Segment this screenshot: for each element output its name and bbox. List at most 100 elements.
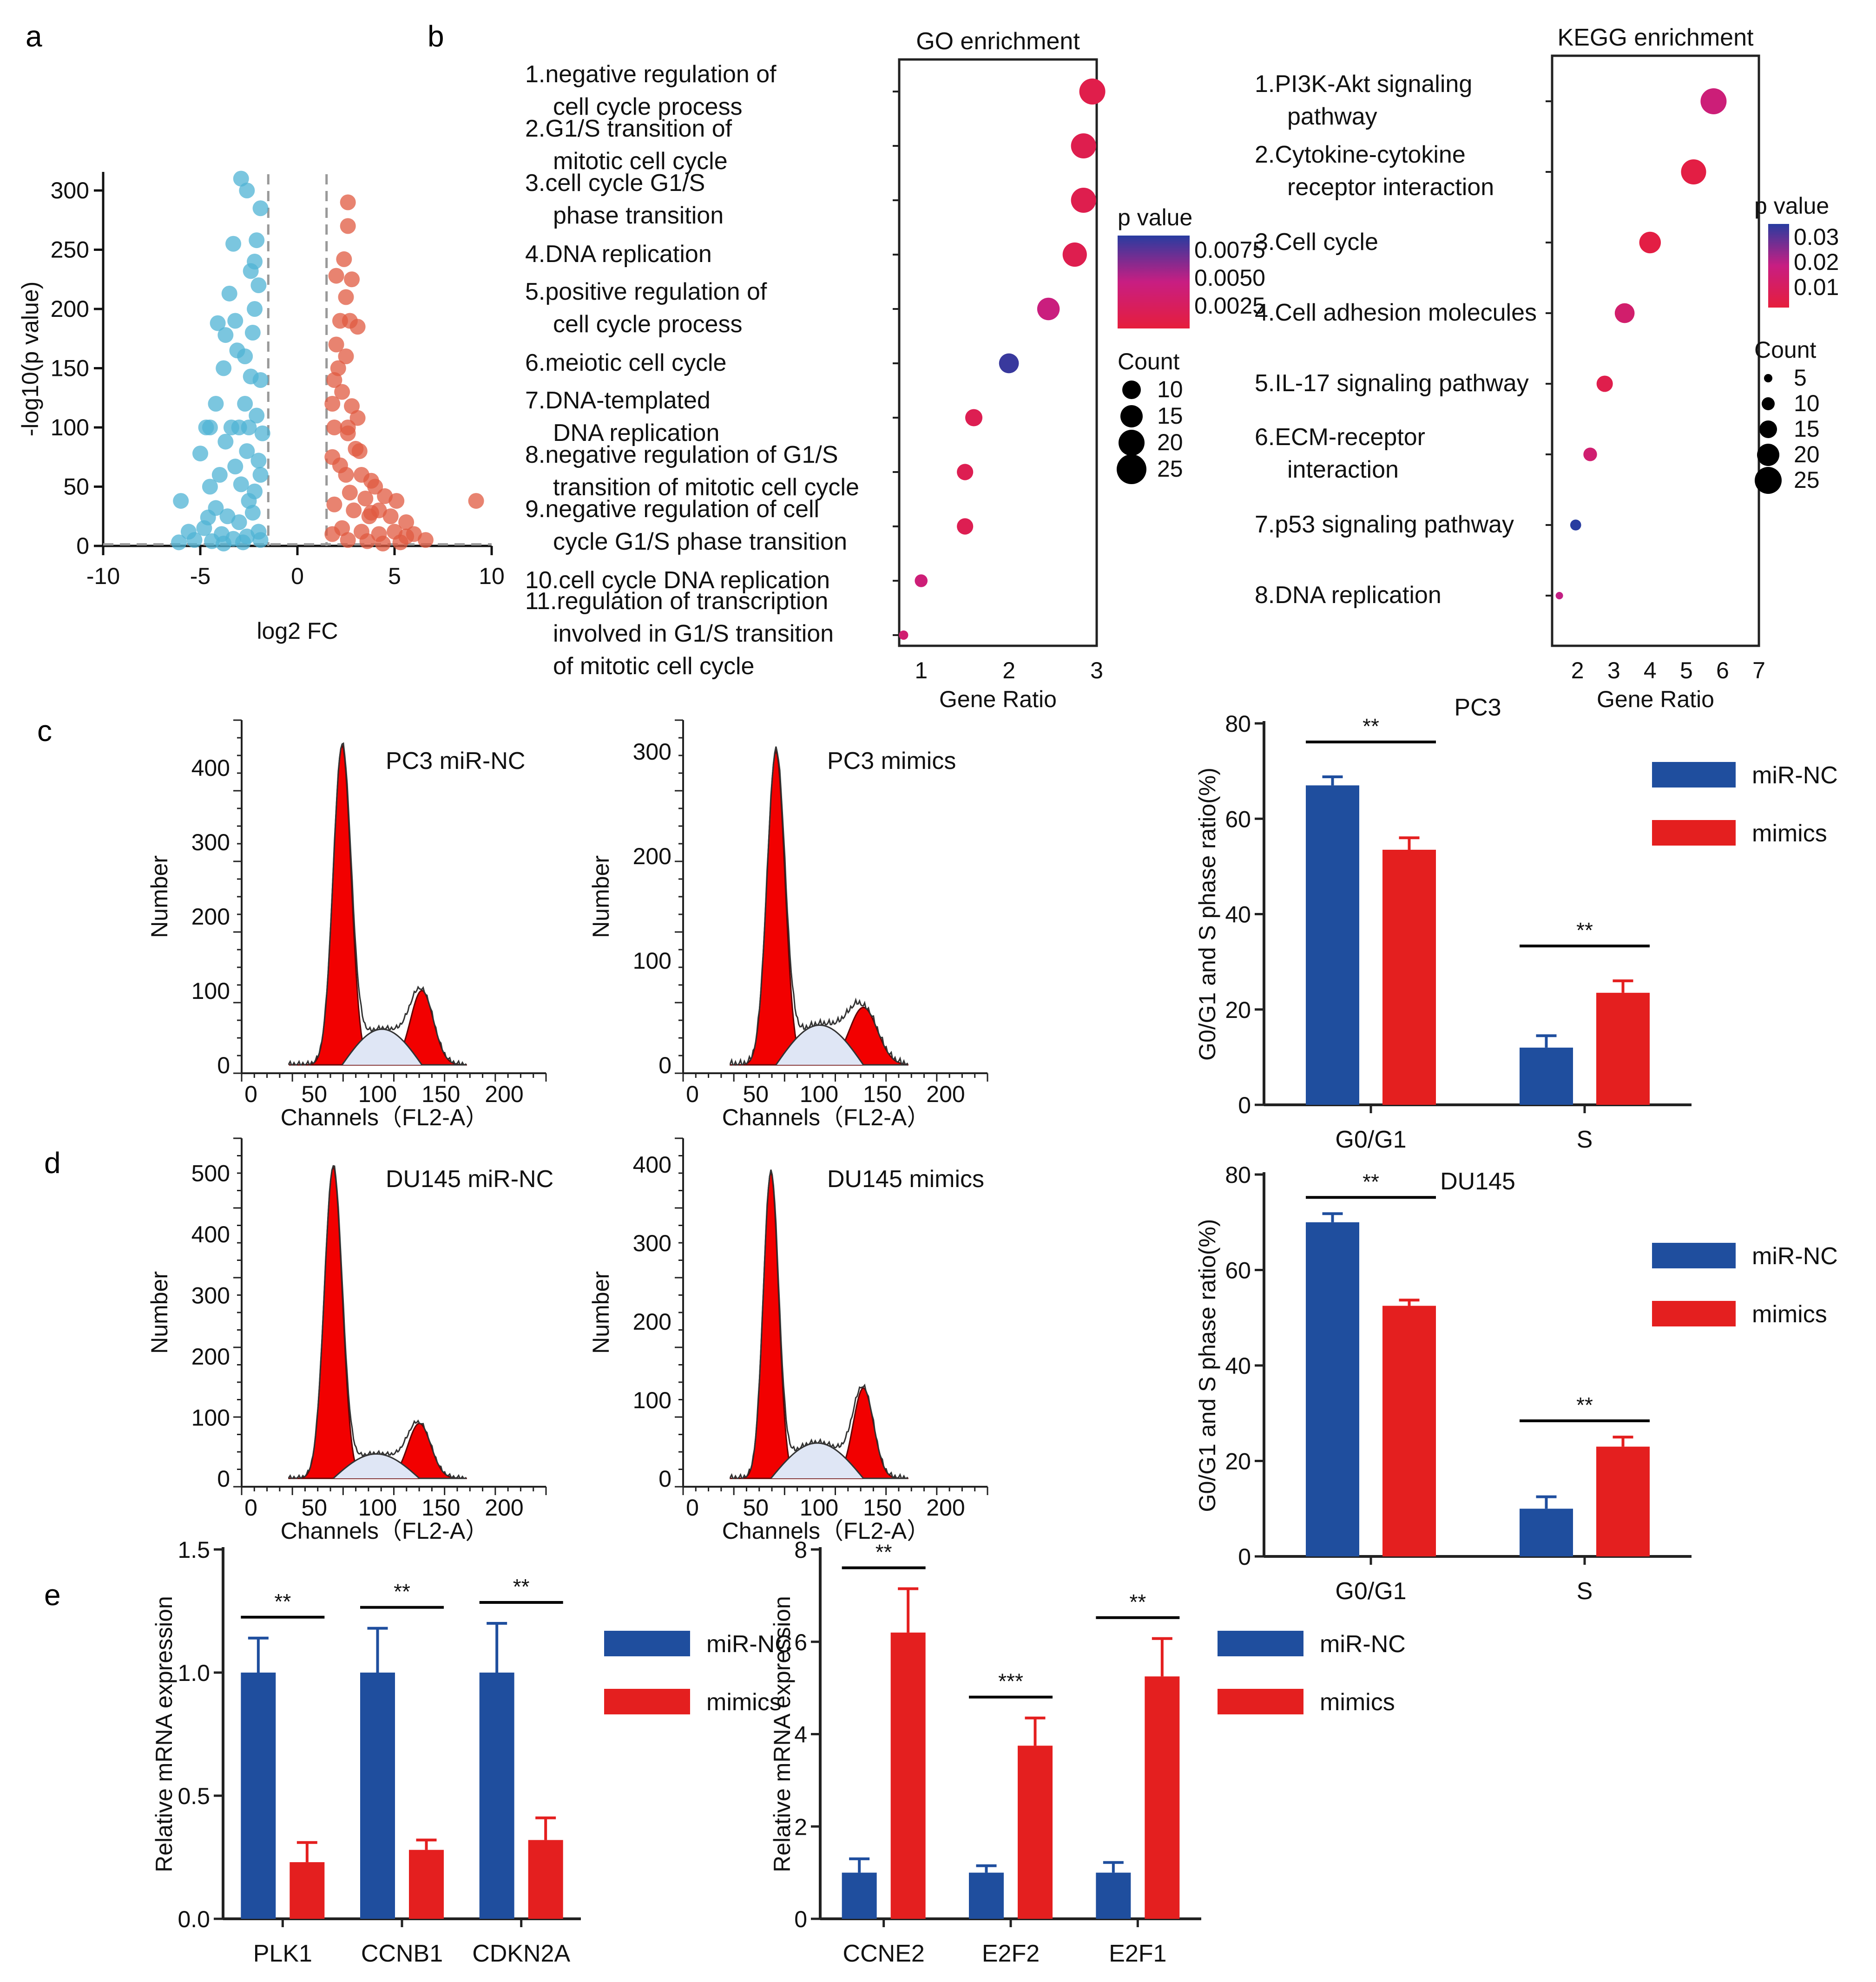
- hist_du145_nc-y-tick-label: 0: [217, 1466, 230, 1492]
- panel-letter-a: a: [26, 20, 42, 53]
- volcano-x-tick-label: -5: [190, 563, 211, 589]
- hist_du145_nc-y-tick-label: 400: [191, 1221, 230, 1247]
- hist_pc3_mimics-x-tick-label: 0: [686, 1081, 699, 1107]
- go-legend-count-label: 20: [1157, 429, 1183, 455]
- volcano-point-down: [217, 327, 234, 343]
- volcano-point-down: [235, 534, 251, 551]
- go-bubble: [1037, 297, 1060, 321]
- volcano-point-down: [225, 236, 242, 252]
- hist_du145_mimics-y-label: Number: [588, 1271, 614, 1354]
- kegg-legend-count-label: 20: [1794, 441, 1820, 467]
- volcano-point-up: [342, 485, 358, 501]
- volcano-point-down: [254, 425, 270, 441]
- go-term-label: 11.regulation of transcription: [525, 588, 828, 615]
- bar_mrna1-legend-label: miR-NC: [706, 1631, 792, 1658]
- hist_du145_nc-y-tick-label: 100: [191, 1405, 230, 1431]
- hist_du145_mimics-y-tick-label: 200: [633, 1309, 671, 1335]
- bar_pc3-bar-miR-NC: [1520, 1047, 1573, 1105]
- hist_du145_mimics-y-tick-label: 400: [633, 1152, 671, 1178]
- volcano-point-down: [241, 493, 257, 509]
- volcano-point-up: [340, 218, 356, 234]
- bar_pc3-y-tick-label: 60: [1225, 806, 1251, 832]
- hist_pc3_nc-y-tick-label: 100: [191, 978, 230, 1004]
- go-bubble: [1071, 133, 1096, 159]
- volcano-point-down: [247, 254, 263, 269]
- kegg-term-label: 7.p53 signaling pathway: [1255, 511, 1514, 538]
- kegg-term-label: 4.Cell adhesion molecules: [1255, 299, 1537, 326]
- bar_pc3-category-label: G0/G1: [1335, 1126, 1406, 1153]
- bar_du145-bar-mimics: [1382, 1306, 1436, 1556]
- bar_mrna2-sig-label: **: [875, 1540, 892, 1564]
- go-term-label: involved in G1/S transition: [553, 620, 834, 647]
- volcano-point-up: [417, 532, 434, 548]
- go-bubble: [1079, 79, 1106, 105]
- bar_du145-y-label: G0/G1 and S phase ratio(%): [1194, 1219, 1220, 1512]
- volcano-y-tick-label: 100: [51, 414, 89, 440]
- volcano-y-tick-label: 150: [51, 355, 89, 381]
- volcano-point-down: [244, 325, 261, 341]
- volcano-x-tick-label: 0: [291, 563, 304, 589]
- go-term-label: 10.cell cycle DNA replication: [525, 567, 830, 594]
- hist_pc3_mimics-s-phase: [775, 1024, 908, 1066]
- go-bubble: [1062, 242, 1087, 267]
- bar_mrna2-legend-label: miR-NC: [1320, 1631, 1406, 1658]
- bar_mrna1-y-tick-label: 0.5: [178, 1783, 210, 1809]
- volcano-point-up: [326, 420, 342, 435]
- hist_pc3_mimics-envelope: [730, 746, 908, 1066]
- volcano-point-down: [249, 232, 265, 249]
- volcano-point-down: [210, 315, 226, 331]
- hist_du145_mimics-x-tick-label: 0: [686, 1495, 699, 1521]
- hist_pc3_nc-sample-label: PC3 miR-NC: [386, 748, 525, 774]
- volcano-point-down: [233, 476, 249, 492]
- bar_mrna1-bar-mimics: [409, 1850, 444, 1919]
- kegg-term-label: pathway: [1287, 103, 1377, 130]
- go-bubble: [899, 630, 908, 640]
- bar_mrna2-category-label: CCNE2: [843, 1940, 925, 1967]
- bar_mrna1-category-label: CCNB1: [361, 1940, 443, 1967]
- volcano-point-down: [231, 514, 247, 530]
- hist_pc3_nc-x-tick-label: 100: [358, 1081, 397, 1107]
- bar_pc3-legend-label: miR-NC: [1752, 762, 1838, 789]
- bar_pc3-bar-miR-NC: [1306, 785, 1359, 1105]
- bar_du145-legend-label: mimics: [1752, 1301, 1827, 1328]
- hist_du145_nc-x-label: Channels（FL2-A）: [281, 1518, 488, 1544]
- bar_du145-legend-label: miR-NC: [1752, 1243, 1838, 1270]
- kegg-x-tick-label: 4: [1644, 657, 1657, 683]
- bar_mrna1-category-label: PLK1: [253, 1940, 312, 1967]
- hist_du145_mimics-x-tick-label: 100: [800, 1495, 838, 1521]
- bar_mrna2-bar-mimics: [890, 1632, 926, 1919]
- go-bubble: [915, 574, 928, 587]
- go-bubble: [957, 518, 974, 535]
- hist_pc3_nc-y-tick-label: 400: [191, 755, 230, 781]
- go-bubble: [999, 353, 1019, 374]
- hist_pc3_nc-x-tick-label: 50: [301, 1081, 327, 1107]
- go-term-label: 8.negative regulation of G1/S: [525, 441, 838, 468]
- volcano-point-down: [227, 313, 244, 329]
- volcano-point-up: [326, 496, 342, 512]
- bar_du145-y-tick-label: 0: [1238, 1544, 1251, 1570]
- go-term-label: 2.G1/S transition of: [525, 115, 732, 142]
- volcano-point-down: [216, 535, 232, 551]
- volcano-y-tick-label: 200: [51, 296, 89, 322]
- hist_du145_nc-y-label: Number: [146, 1271, 172, 1354]
- kegg-bubble: [1700, 88, 1727, 114]
- volcano-point-down: [250, 453, 267, 469]
- bar_pc3-sig-label: **: [1363, 714, 1379, 738]
- bar_mrna1-sig-label: **: [513, 1575, 530, 1599]
- bar_mrna1-bar-miR-NC: [479, 1673, 514, 1919]
- volcano-point-up: [340, 532, 356, 548]
- go-x-tick-label: 2: [1002, 657, 1015, 683]
- kegg-x-tick-label: 3: [1607, 657, 1620, 683]
- go-term-label: 6.meiotic cell cycle: [525, 349, 726, 376]
- volcano-point-up: [382, 508, 399, 525]
- volcano-point-up: [324, 396, 341, 412]
- bar_pc3-y-tick-label: 40: [1225, 902, 1251, 928]
- go-x-tick-label: 1: [915, 657, 928, 683]
- hist_du145_nc-y-tick-label: 200: [191, 1344, 230, 1370]
- volcano-point-down: [171, 534, 187, 551]
- hist_pc3_nc-s-phase: [341, 1028, 467, 1066]
- bar_mrna2-y-tick-label: 2: [794, 1814, 807, 1840]
- bar_mrna2-bar-mimics: [1018, 1746, 1053, 1919]
- kegg-legend-count-label: 10: [1794, 390, 1820, 416]
- hist_pc3_mimics-y-tick-label: 100: [633, 948, 671, 974]
